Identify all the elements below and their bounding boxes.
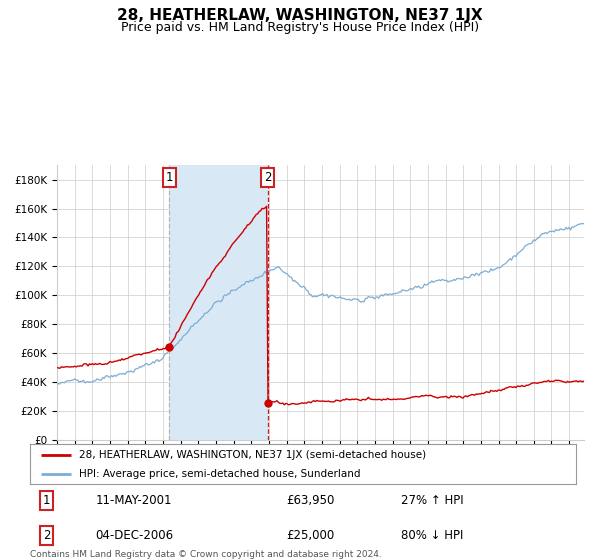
Text: 80% ↓ HPI: 80% ↓ HPI — [401, 529, 464, 542]
Text: 28, HEATHERLAW, WASHINGTON, NE37 1JX: 28, HEATHERLAW, WASHINGTON, NE37 1JX — [117, 8, 483, 24]
Text: 2: 2 — [43, 529, 50, 542]
Text: Contains HM Land Registry data © Crown copyright and database right 2024.
This d: Contains HM Land Registry data © Crown c… — [30, 550, 382, 560]
Text: 2: 2 — [264, 171, 271, 184]
Text: 1: 1 — [43, 494, 50, 507]
Bar — [169, 165, 268, 440]
Text: £25,000: £25,000 — [287, 529, 335, 542]
Text: 1: 1 — [166, 171, 173, 184]
Text: HPI: Average price, semi-detached house, Sunderland: HPI: Average price, semi-detached house,… — [79, 469, 361, 478]
Text: 27% ↑ HPI: 27% ↑ HPI — [401, 494, 464, 507]
Text: 04-DEC-2006: 04-DEC-2006 — [95, 529, 173, 542]
Text: £63,950: £63,950 — [287, 494, 335, 507]
Text: 11-MAY-2001: 11-MAY-2001 — [95, 494, 172, 507]
Text: 28, HEATHERLAW, WASHINGTON, NE37 1JX (semi-detached house): 28, HEATHERLAW, WASHINGTON, NE37 1JX (se… — [79, 450, 426, 460]
Text: Price paid vs. HM Land Registry's House Price Index (HPI): Price paid vs. HM Land Registry's House … — [121, 21, 479, 34]
